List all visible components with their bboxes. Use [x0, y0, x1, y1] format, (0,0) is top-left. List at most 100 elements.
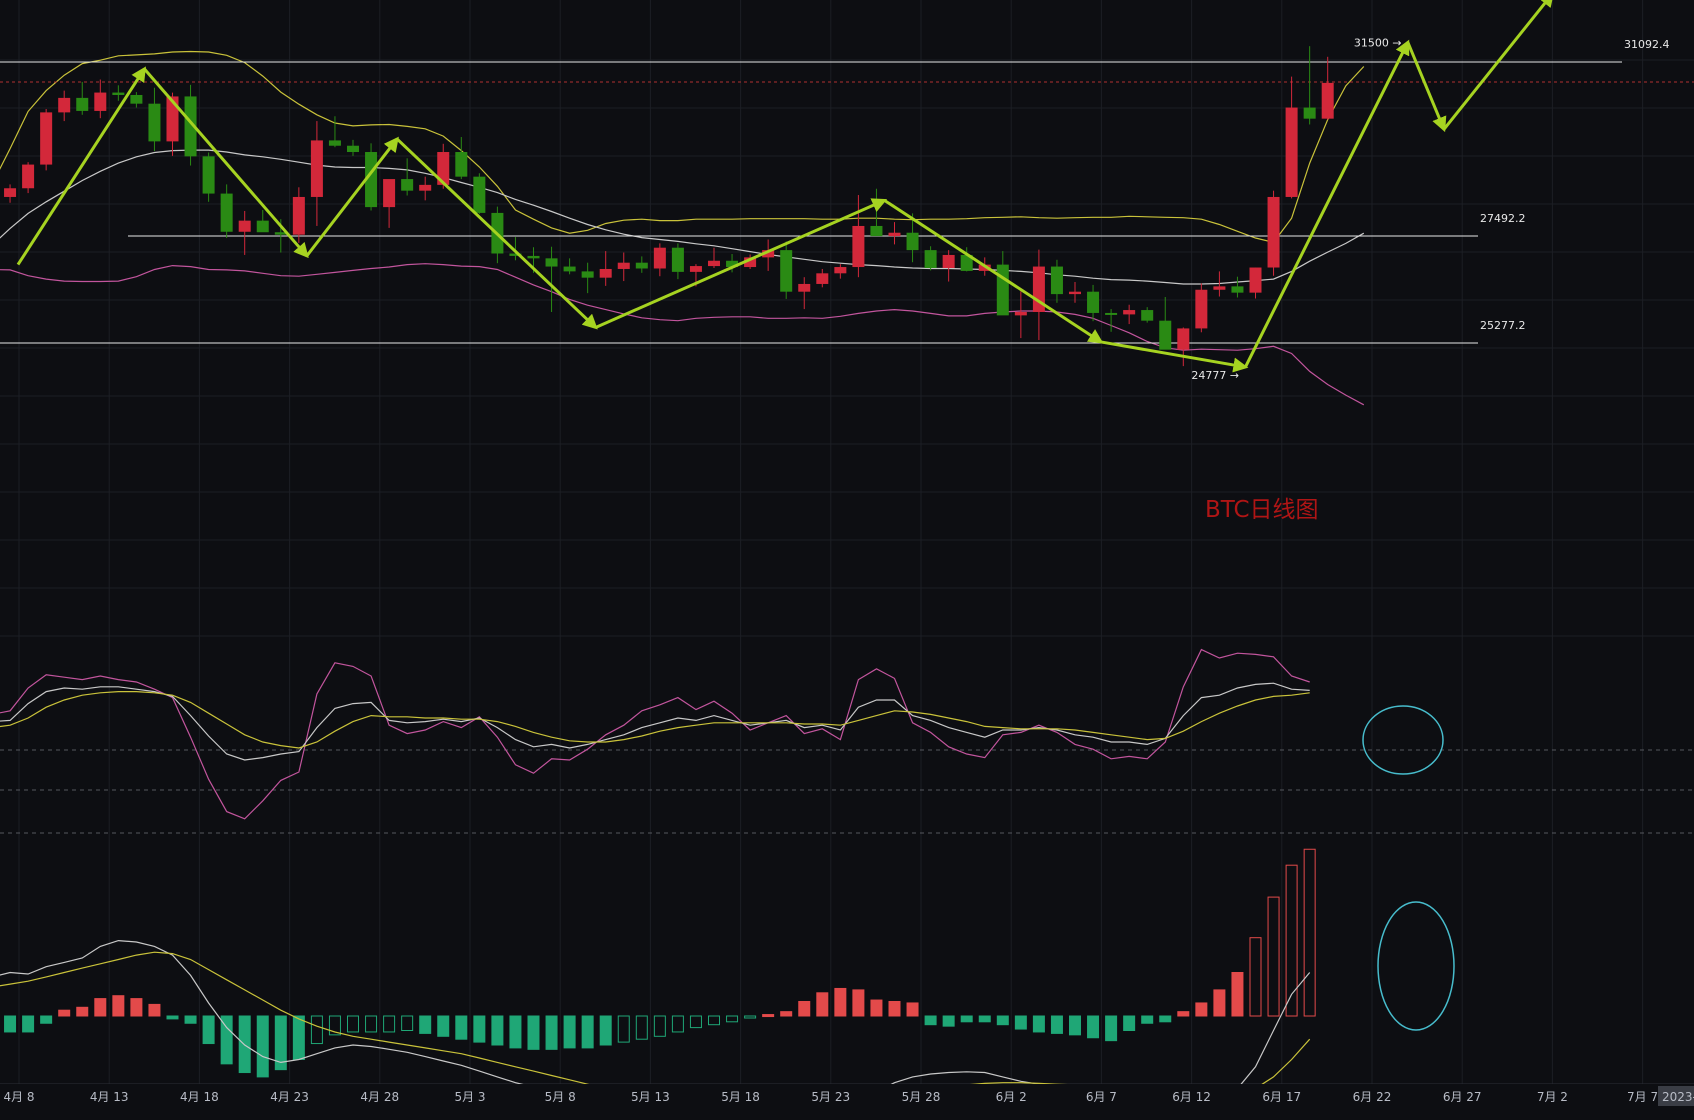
macd-histogram-bar — [401, 1015, 414, 1031]
candle-body — [401, 179, 414, 191]
candle-body — [383, 179, 396, 208]
candle-body — [1141, 310, 1154, 321]
candle — [942, 250, 955, 282]
candle-body — [527, 255, 540, 259]
candle-body — [112, 92, 125, 95]
price-level-label: 25277.2 — [1480, 319, 1526, 332]
x-tick-label: 7月 7 — [1627, 1090, 1658, 1104]
candle — [852, 195, 865, 278]
candle — [1249, 267, 1262, 299]
candle — [545, 246, 558, 312]
candle-body — [1177, 328, 1190, 350]
candle-body — [942, 254, 955, 269]
macd-histogram-bar — [1213, 989, 1226, 1017]
candle-body — [996, 264, 1009, 316]
macd-histogram-bar — [1177, 1011, 1190, 1017]
candle — [708, 247, 720, 269]
macd-histogram-bar — [816, 992, 829, 1017]
kdj-d-line — [0, 690, 1310, 749]
candle — [1195, 283, 1208, 333]
macd-histogram-bar — [473, 1015, 486, 1043]
candle — [617, 252, 630, 282]
macd-histogram-bar — [202, 1015, 215, 1045]
candle — [1267, 190, 1280, 276]
candle-body — [888, 232, 901, 237]
macd-callout-circle — [1377, 901, 1455, 1031]
macd-histogram-bar — [617, 1015, 630, 1043]
macd-histogram-bar — [292, 1015, 305, 1060]
price-annotation-label: 31500 → — [1354, 36, 1402, 49]
macd-histogram-bar — [1195, 1002, 1208, 1017]
x-tick-label: 5月 13 — [631, 1090, 670, 1104]
candle — [1087, 284, 1100, 322]
kdj-callout-circle — [1362, 705, 1444, 775]
macd-histogram-bar — [545, 1015, 558, 1050]
price-annotation-label: 24777 → — [1191, 369, 1239, 382]
macd-histogram-bar — [1069, 1015, 1081, 1036]
macd-histogram-bar — [978, 1015, 991, 1023]
candle-body — [455, 152, 468, 177]
candle-body — [94, 92, 107, 111]
candle-body — [1195, 289, 1208, 329]
macd-histogram-bar — [437, 1015, 450, 1037]
candle — [419, 176, 432, 201]
candle — [310, 121, 323, 226]
wave-arrow — [143, 67, 309, 259]
candle-body — [689, 266, 702, 272]
candle — [1285, 76, 1298, 199]
candle-body — [509, 253, 522, 256]
candle — [184, 84, 197, 166]
macd-histogram-bar — [1249, 937, 1262, 1017]
candle-body — [274, 232, 287, 235]
x-tick-label: 5月 23 — [811, 1090, 850, 1104]
macd-histogram-bar — [347, 1015, 359, 1033]
candle-body — [671, 247, 684, 272]
candle-body — [202, 156, 215, 194]
candle-body — [1303, 107, 1316, 119]
macd-histogram-bar — [76, 1006, 89, 1017]
macd-histogram-bar — [112, 995, 125, 1017]
candle-body — [419, 184, 432, 191]
candle — [635, 256, 648, 273]
chart-title: BTC日线图 — [1205, 497, 1319, 523]
candle — [1123, 304, 1136, 325]
candle-body — [545, 258, 558, 267]
macd-histogram-bar — [1267, 896, 1280, 1017]
candle — [58, 90, 71, 122]
wave-arrow — [1244, 39, 1410, 368]
macd-histogram-bar — [491, 1015, 504, 1046]
candle-body — [365, 152, 378, 208]
candle-body — [798, 283, 811, 292]
wave-arrow — [1406, 41, 1447, 133]
candle-body — [328, 140, 341, 146]
macd-histogram-bar — [671, 1015, 684, 1033]
candle-body — [22, 164, 35, 189]
x-tick-label: 2023- — [1662, 1090, 1694, 1104]
candle-body — [816, 273, 829, 284]
macd-histogram-bar — [1050, 1015, 1063, 1034]
macd-histogram-bar — [1014, 1015, 1027, 1030]
wave-arrow — [594, 198, 888, 329]
candle-body — [58, 97, 71, 113]
candle — [220, 184, 233, 239]
wave-arrow — [1442, 0, 1555, 131]
macd-histogram-bar — [166, 1015, 179, 1020]
wave-arrows — [16, 0, 1555, 373]
candle-body — [4, 188, 17, 197]
candle-body — [1014, 311, 1027, 316]
candle — [76, 81, 89, 115]
macd-histogram-bar — [798, 1001, 811, 1017]
candle-body — [1105, 312, 1118, 315]
wave-arrow — [883, 199, 1104, 344]
candle-body — [1249, 267, 1262, 293]
candle-body — [1050, 266, 1063, 295]
candle-body — [347, 145, 359, 153]
candle — [509, 237, 522, 261]
candle — [1213, 271, 1226, 297]
x-tick-label: 4月 8 — [3, 1090, 34, 1104]
candle — [744, 254, 757, 269]
macd-histogram-bar — [220, 1015, 233, 1065]
macd-histogram-bar — [256, 1015, 269, 1078]
candle — [383, 179, 396, 228]
